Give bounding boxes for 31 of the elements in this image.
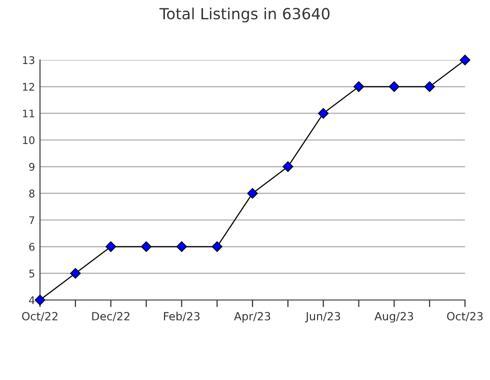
x-tick-label: Jun/23 [305,312,340,322]
y-tick-label: 9 [29,162,34,171]
x-tick-label: Feb/23 [164,312,200,322]
y-tick-label: 10 [23,136,34,144]
x-tick-label: Apr/23 [234,312,270,323]
y-tick-label: 12 [23,82,34,91]
point [106,241,116,252]
y-tick-label: 4 [29,296,35,304]
point [140,241,152,252]
point [212,241,222,252]
x-tick-label: Oct/22 [22,312,58,322]
x-tick-label: Oct/23 [447,312,483,322]
y-tick-label: 5 [29,270,34,278]
point [247,188,258,199]
y-tick-label: 7 [29,216,34,224]
x-tick-label: Aug/23 [374,312,414,323]
point [282,161,294,172]
point [424,81,435,92]
point [460,54,470,66]
point [353,81,364,92]
point [34,294,46,306]
point [388,81,400,92]
y-tick-label: 6 [29,242,34,251]
point [70,268,81,279]
y-tick-label: 8 [29,190,34,198]
chart-title: Total Listings in 63640 [159,8,330,22]
y-tick-label: 13 [23,56,34,64]
point [176,241,187,252]
point [318,108,329,119]
x-tick-label: Dec/22 [92,312,130,322]
y-tick-label: 11 [23,110,34,118]
